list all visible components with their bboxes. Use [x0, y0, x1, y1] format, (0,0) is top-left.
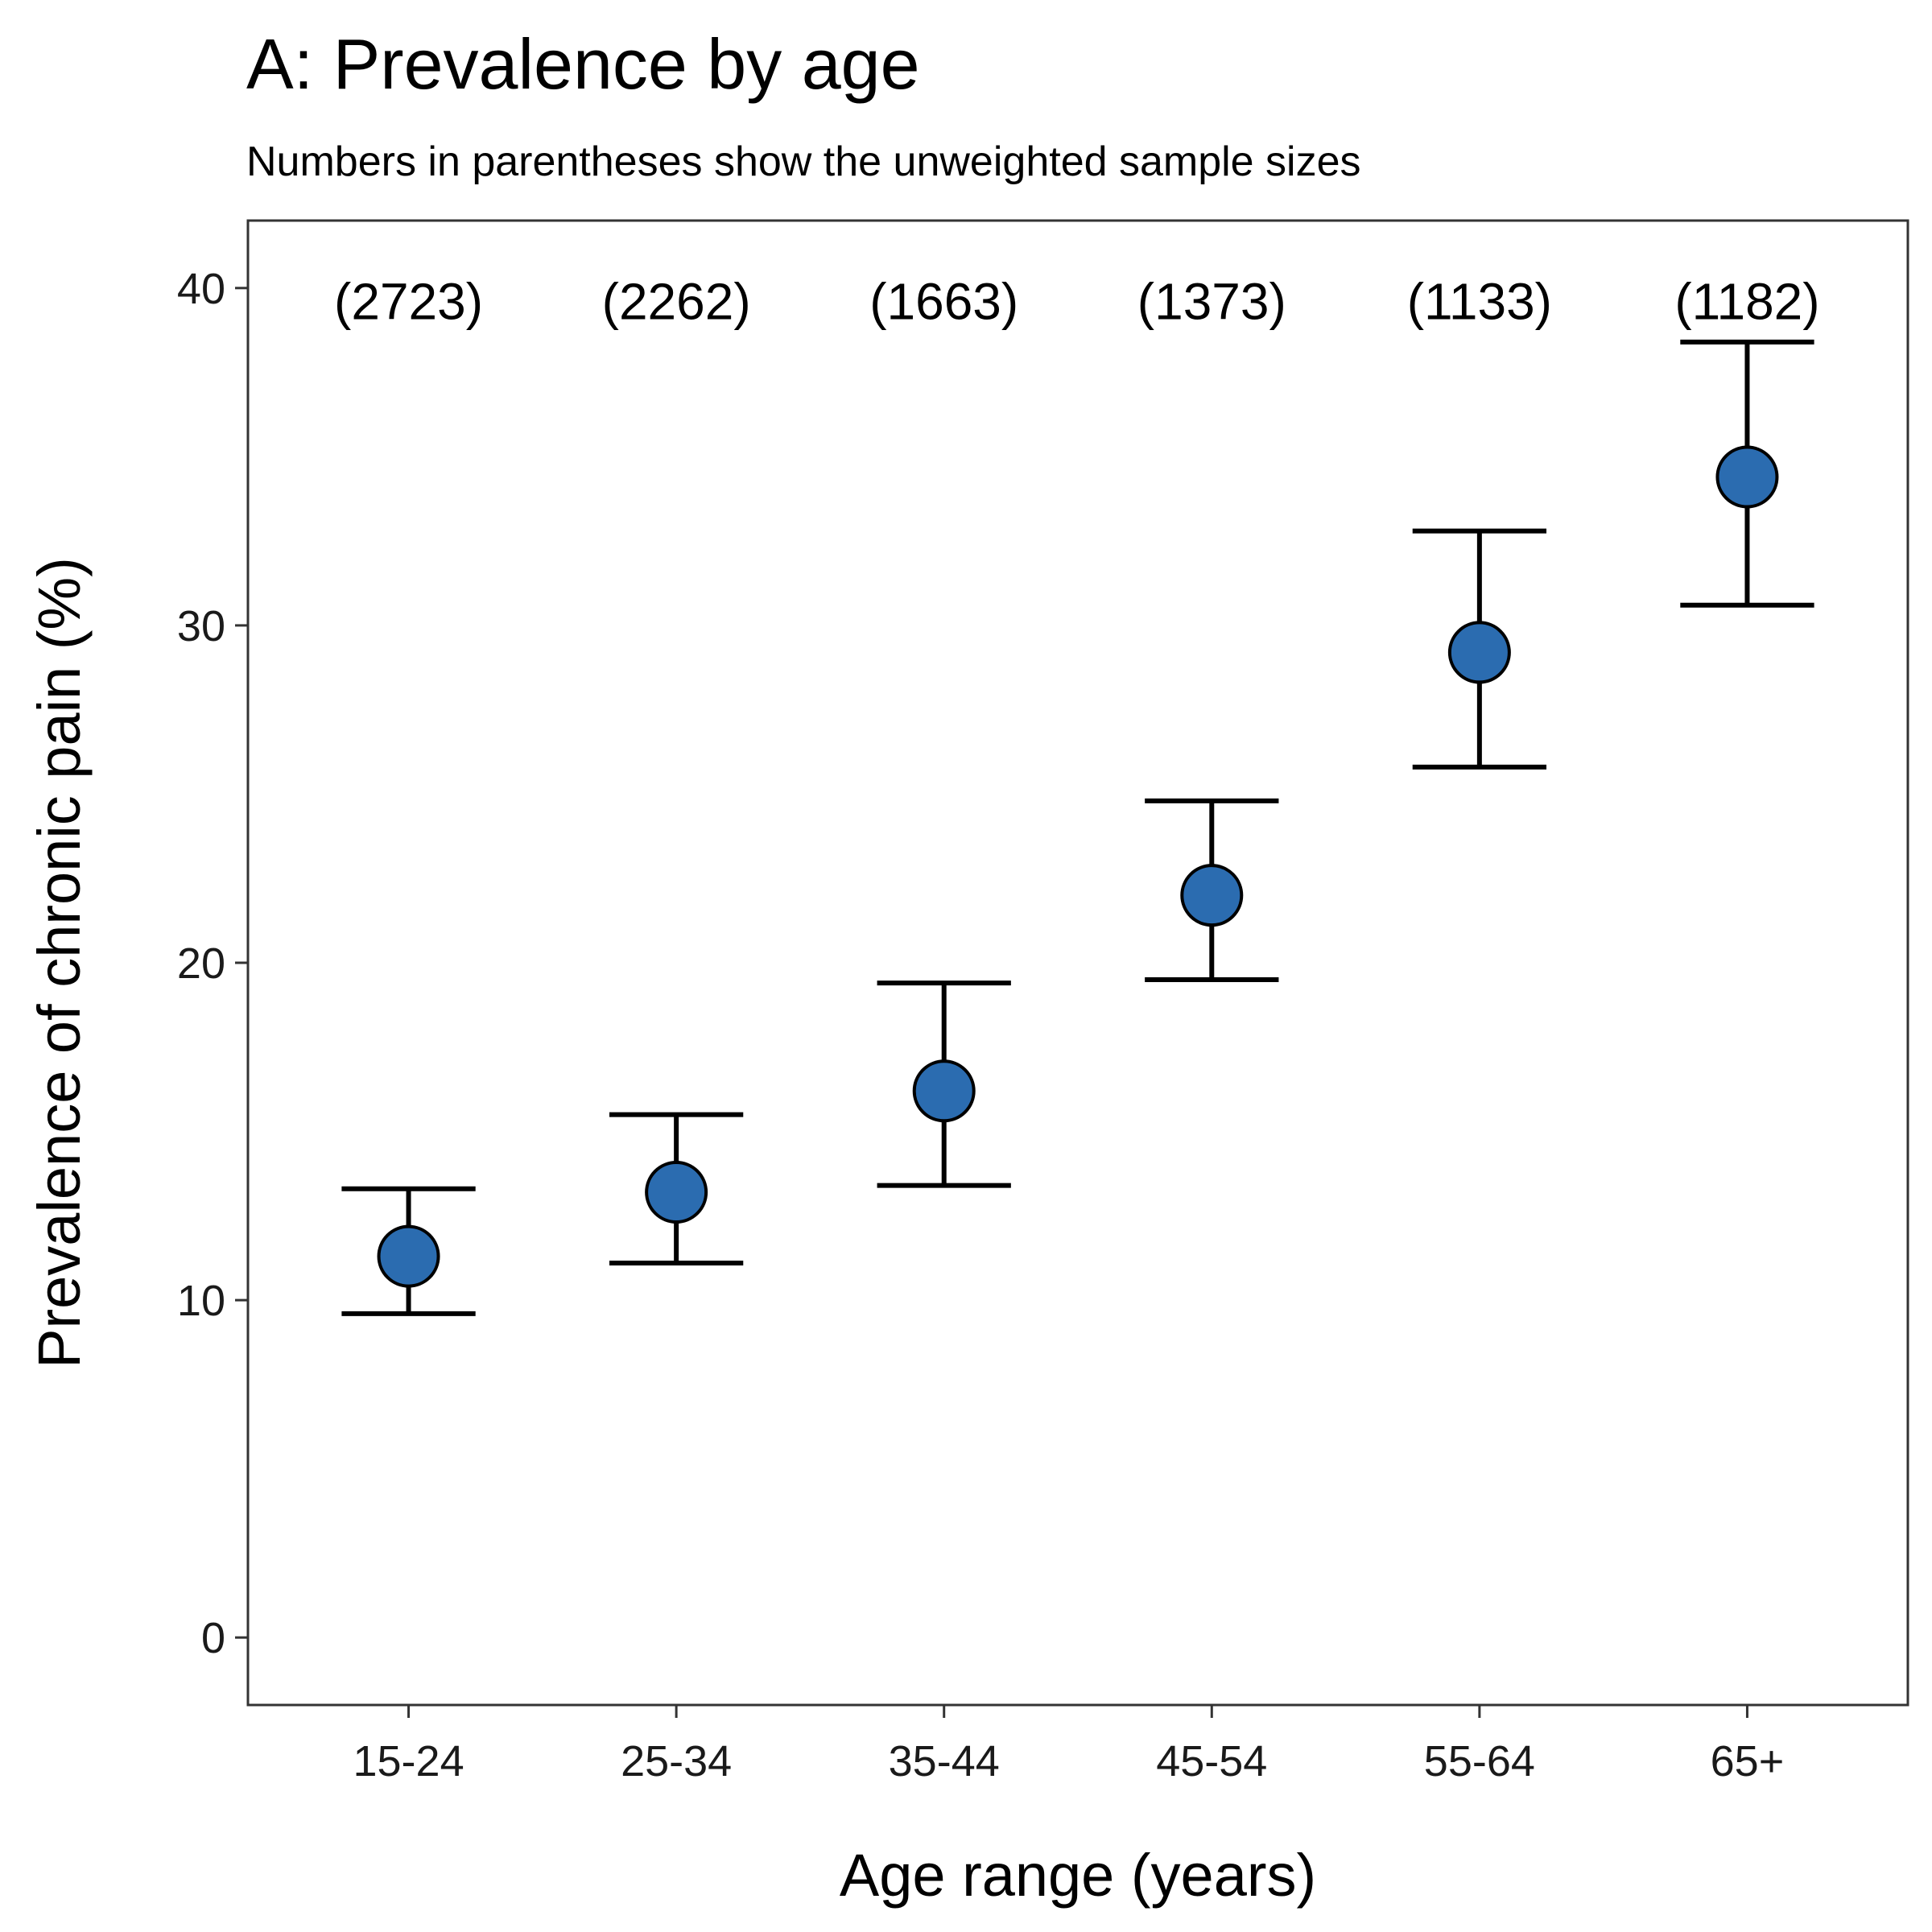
- sample-size-label: (1133): [1407, 273, 1552, 331]
- sample-size-labels: (2723) (2262) (1663) (1373) (1133) (1182): [334, 273, 1820, 331]
- x-tick-label: 25-34: [621, 1737, 732, 1785]
- sample-size-label: (2723): [334, 273, 483, 331]
- sample-size-label: (1373): [1137, 273, 1286, 331]
- y-tick-label: 30: [177, 602, 225, 650]
- sample-size-label: (2262): [602, 273, 751, 331]
- x-tick-label: 15-24: [353, 1737, 464, 1785]
- chart-subtitle: Numbers in parentheses show the unweight…: [246, 138, 1361, 185]
- x-tick-label: 35-44: [889, 1737, 1000, 1785]
- y-tick-label: 10: [177, 1277, 225, 1325]
- data-point: [377, 1224, 440, 1288]
- data-point: [645, 1160, 708, 1224]
- data-point: [1715, 445, 1779, 509]
- data-point: [1447, 621, 1511, 684]
- y-axis-title: Prevalence of chronic pain (%): [26, 557, 93, 1368]
- y-tick-label: 20: [177, 939, 225, 988]
- data-point: [1180, 864, 1244, 927]
- data-points: [377, 445, 1779, 1288]
- y-tick-label: 40: [177, 265, 225, 313]
- x-axis: 15-24 25-34 35-44 45-54 55-64 65+: [353, 1705, 1784, 1785]
- plot-panel: [246, 219, 1909, 1707]
- data-point: [912, 1059, 976, 1123]
- x-axis-title: Age range (years): [840, 1842, 1316, 1909]
- x-tick-label: 45-54: [1156, 1737, 1267, 1785]
- sample-size-label: (1182): [1674, 273, 1819, 331]
- sample-size-label: (1663): [869, 273, 1018, 331]
- chart-title: A: Prevalence by age: [246, 24, 920, 104]
- error-bars: [341, 339, 1814, 1316]
- x-tick-label: 65+: [1711, 1737, 1785, 1785]
- y-tick-label: 0: [201, 1614, 225, 1662]
- y-axis: 0 10 20 30 40: [177, 265, 248, 1662]
- x-tick-label: 55-64: [1424, 1737, 1535, 1785]
